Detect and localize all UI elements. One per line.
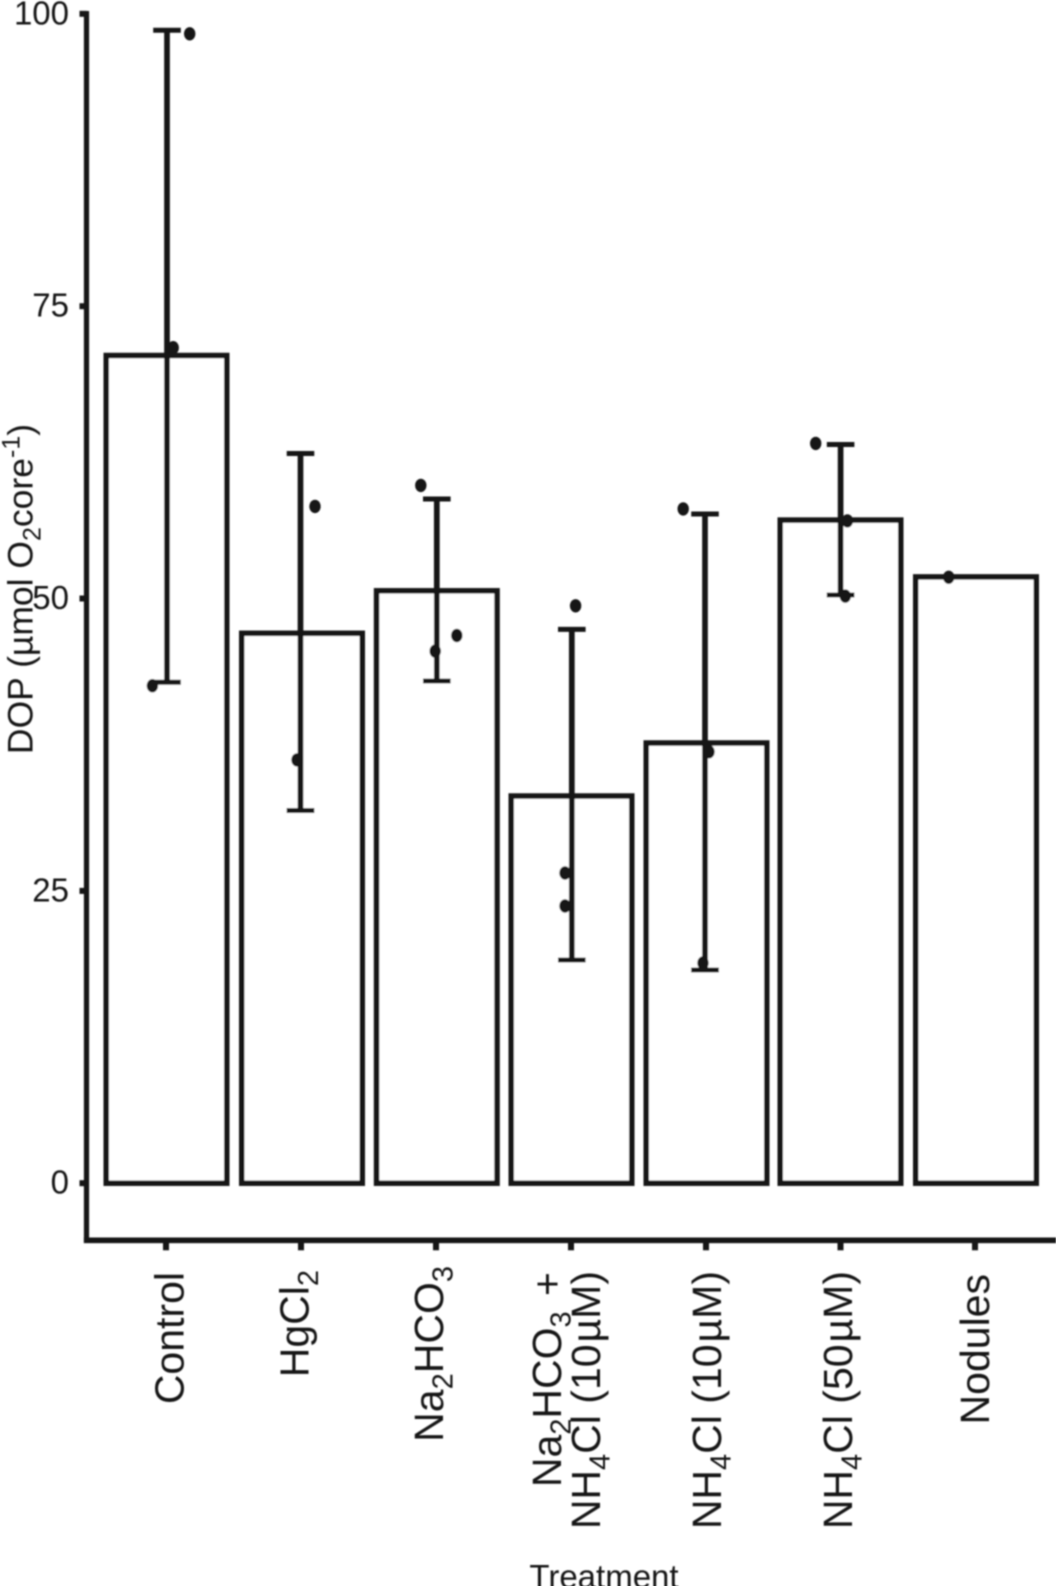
svg-text:0: 0	[51, 1164, 69, 1201]
svg-text:NH4Cl (50µM): NH4Cl (50µM)	[815, 1271, 869, 1529]
svg-text:DOP (µmol O2core-1): DOP (µmol O2core-1)	[0, 424, 47, 754]
svg-text:HgCl2: HgCl2	[272, 1270, 326, 1377]
svg-text:Na2HCO3: Na2HCO3	[406, 1266, 460, 1442]
svg-text:25: 25	[32, 871, 69, 908]
svg-text:NH4Cl (10µM): NH4Cl (10µM)	[563, 1271, 617, 1529]
svg-text:75: 75	[32, 287, 69, 324]
svg-text:50: 50	[32, 579, 69, 616]
svg-text:Nodules: Nodules	[952, 1274, 998, 1424]
svg-text:Treatment: Treatment	[529, 1558, 678, 1586]
svg-text:NH4Cl (10µM): NH4Cl (10µM)	[684, 1271, 738, 1529]
svg-text:Na2HCO3 +: Na2HCO3 +	[524, 1272, 578, 1487]
svg-text:Control: Control	[147, 1272, 193, 1404]
svg-text:100: 100	[14, 0, 69, 31]
